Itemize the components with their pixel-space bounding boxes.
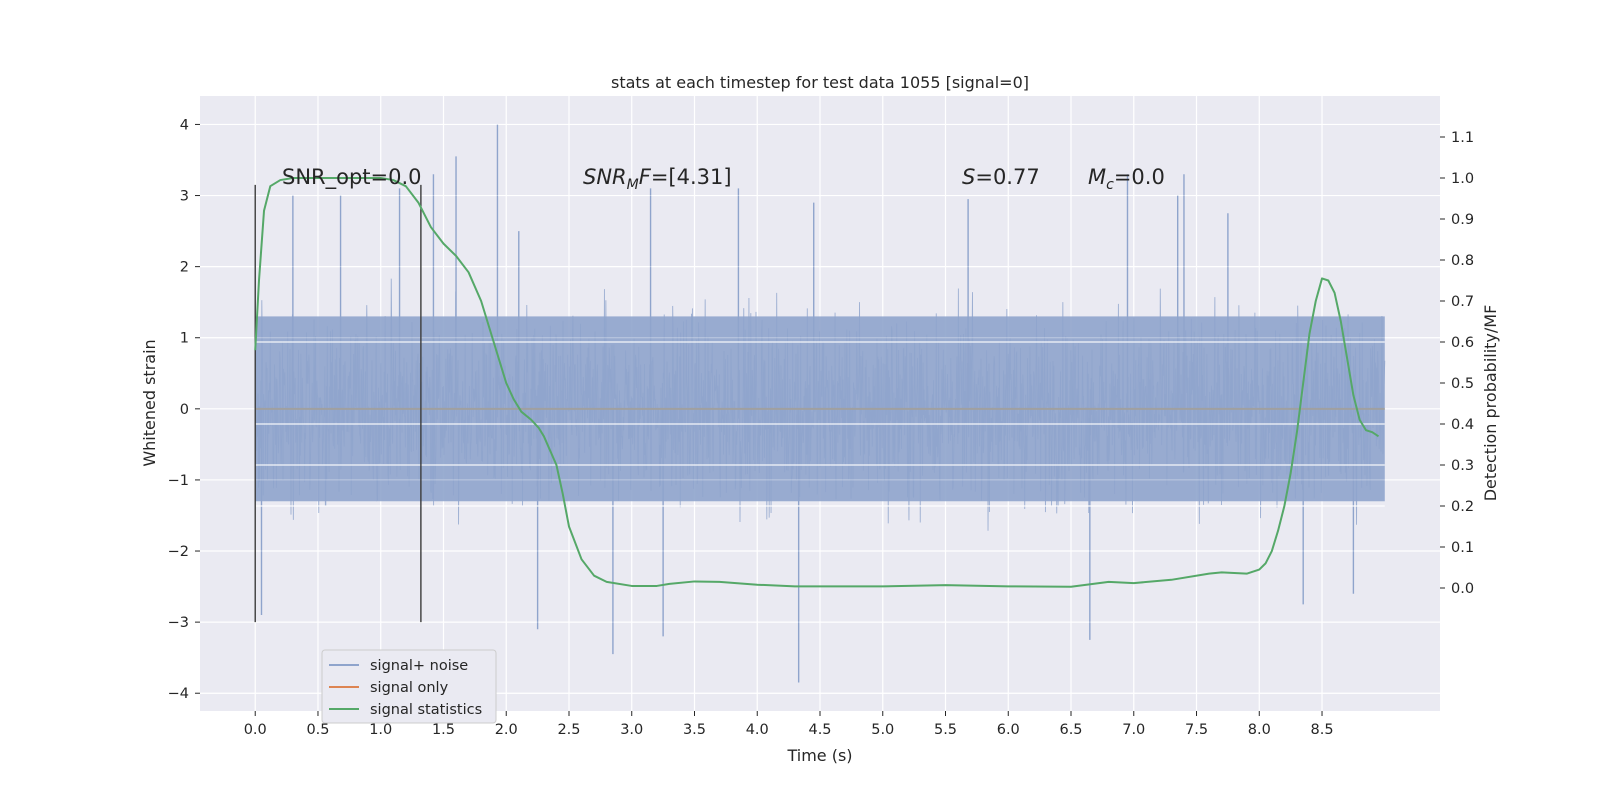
- y-axis-title: Whitened strain: [140, 339, 159, 466]
- y-tick-label-1: 3: [180, 189, 189, 205]
- y2-tick-label-8: 0.3: [1451, 458, 1474, 474]
- y2-tick-label-1: 1.0: [1451, 171, 1474, 187]
- annotation-s: S=0.77: [962, 165, 1040, 189]
- x-tick-label-13: 6.5: [1059, 722, 1082, 738]
- legend-label-signal: signal only: [370, 680, 449, 696]
- y-tick-label-2: 2: [180, 260, 189, 276]
- y2-tick-label-6: 0.5: [1451, 376, 1474, 392]
- signal-statistics-layer: [254, 177, 1380, 588]
- mc-base: M: [1088, 165, 1106, 189]
- y-tick-label-3: 1: [180, 331, 189, 347]
- annotations: SNR_opt=0.0 SNRMF=[4.31] S=0.77 Mc=0.0: [282, 165, 1165, 193]
- x-tick-label-9: 4.5: [808, 722, 831, 738]
- x-tick-label-17: 8.5: [1310, 722, 1333, 738]
- snr-mf-base: SNR: [583, 165, 627, 189]
- y2-tick-label-10: 0.1: [1451, 540, 1474, 556]
- x-tick-label-15: 7.5: [1185, 722, 1208, 738]
- x-tick-label-8: 4.0: [746, 722, 769, 738]
- y2-tick-label-5: 0.6: [1451, 335, 1474, 351]
- mc-value: =0.0: [1114, 165, 1165, 189]
- legend-label-noise: signal+ noise: [370, 658, 468, 674]
- legend: signal+ noise signal only signal statist…: [321, 649, 497, 724]
- x-tick-label-7: 3.5: [683, 722, 706, 738]
- marker-lines: [254, 184, 422, 623]
- x-tick-label-12: 6.0: [997, 722, 1020, 738]
- legend-label-stats: signal statistics: [370, 702, 482, 718]
- s-value: =0.77: [975, 165, 1039, 189]
- y2-tick-label-4: 0.7: [1451, 294, 1474, 310]
- y-tick-label-4: 0: [180, 402, 189, 418]
- x-tick-label-16: 8.0: [1248, 722, 1271, 738]
- x-tick-label-1: 0.5: [306, 722, 329, 738]
- y-tick-label-8: −4: [168, 686, 189, 702]
- x-tick-label-10: 5.0: [871, 722, 894, 738]
- annotation-mc: Mc=0.0: [1088, 165, 1165, 193]
- x-axis-title: Time (s): [786, 746, 852, 765]
- y-tick-label-5: −1: [168, 473, 189, 489]
- signal-statistics-line: [254, 177, 1380, 588]
- x-tick-label-2: 1.0: [369, 722, 392, 738]
- mc-sub: c: [1106, 177, 1114, 193]
- y2-axis-title: Detection probability/MF: [1481, 305, 1500, 502]
- y2-tick-label-9: 0.2: [1451, 499, 1474, 515]
- annotation-snr-mf: SNRMF=[4.31]: [583, 165, 732, 193]
- y2-ticks: 1.1 1.0 0.9 0.8 0.7 0.6 0.5 0.4 0.3 0.2 0.1 0.0: [1440, 130, 1474, 597]
- y2-tick-label-2: 0.9: [1451, 212, 1474, 228]
- annotation-snr-opt: SNR_opt=0.0: [282, 165, 422, 190]
- y-tick-label-0: 4: [180, 117, 189, 133]
- y-tick-label-7: −3: [168, 615, 189, 631]
- x-tick-label-11: 5.5: [934, 722, 957, 738]
- snr-mf-sub: M: [627, 177, 639, 193]
- x-ticks: 0.0 0.5 1.0 1.5 2.0 2.5 3.0 3.5 4.0 4.5 5.0 5.5 6.0 6…: [244, 711, 1334, 738]
- legend-box: [321, 649, 497, 724]
- x-tick-label-5: 2.5: [557, 722, 580, 738]
- x-tick-label-0: 0.0: [244, 722, 267, 738]
- y2-tick-label-3: 0.8: [1451, 253, 1474, 269]
- y2-tick-label-7: 0.4: [1451, 417, 1474, 433]
- s-label: S: [962, 165, 975, 189]
- x-tick-label-3: 1.5: [432, 722, 455, 738]
- chart-title: stats at each timestep for test data 105…: [611, 73, 1029, 92]
- snr-mf-value: =[4.31]: [651, 165, 732, 189]
- y-ticks: 4 3 2 1 0 −1 −2 −3 −4: [168, 117, 200, 702]
- x-tick-label-4: 2.0: [495, 722, 518, 738]
- x-tick-label-14: 7.0: [1122, 722, 1145, 738]
- y-tick-label-6: −2: [168, 544, 189, 560]
- snr-mf-mid: F: [639, 165, 652, 189]
- y2-tick-label-11: 0.0: [1451, 581, 1474, 597]
- x-tick-label-6: 3.0: [620, 722, 643, 738]
- y2-tick-label-0: 1.1: [1451, 130, 1474, 146]
